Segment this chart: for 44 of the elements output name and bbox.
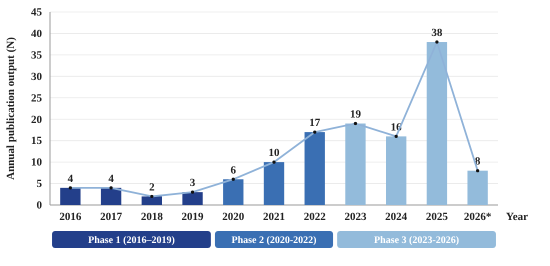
data-label: 19 (350, 108, 362, 121)
text: Phase 1 (2016–2019) (88, 235, 175, 246)
x-tick-label: 2026* (464, 210, 492, 223)
y-tick-label: 25 (31, 92, 42, 104)
bar (304, 132, 325, 205)
data-label: 3 (190, 177, 196, 190)
bar (223, 179, 244, 205)
data-label: 6 (230, 164, 237, 176)
bar (142, 196, 162, 205)
text: Phase 3 (2023-2026) (374, 235, 460, 246)
x-tick-label: 2022 (304, 210, 326, 223)
data-label: 38 (431, 27, 443, 40)
y-axis-title: Annual publication output (N) (5, 36, 17, 180)
x-tick-label: 2024 (385, 210, 408, 223)
y-tick-label: 20 (31, 114, 42, 126)
bar (100, 188, 122, 205)
x-tick-label: 2017 (100, 210, 123, 223)
x-tick-label: 2019 (182, 210, 204, 223)
data-label: 17 (309, 117, 321, 130)
bar (182, 192, 203, 205)
x-tick-label: 2025 (426, 210, 448, 223)
x-axis-title: Year (506, 211, 528, 223)
bar (264, 162, 284, 205)
x-tick-label: 2023 (344, 210, 367, 223)
y-tick-label: 40 (31, 28, 42, 40)
x-tick-label: 2016 (59, 210, 82, 223)
y-tick-label: 45 (31, 6, 42, 19)
y-tick-label: 30 (31, 70, 42, 83)
data-label: 4 (108, 172, 114, 185)
data-label: 8 (474, 156, 481, 168)
x-tick-label: 2021 (263, 210, 285, 223)
y-tick-label: 10 (31, 156, 42, 169)
x-tick-label: 2020 (222, 210, 245, 223)
data-label: 10 (268, 147, 280, 160)
y-tick-label: 15 (31, 135, 42, 148)
bar (60, 188, 81, 205)
bar (467, 170, 488, 205)
x-tick-label: 2018 (140, 210, 164, 223)
y-tick-label: 0 (36, 200, 42, 212)
y-tick-label: 5 (36, 178, 42, 190)
data-label: 4 (68, 172, 74, 185)
data-label: 2 (149, 181, 156, 194)
y-tick-label: 35 (31, 49, 42, 62)
text: Phase 2 (2020-2022) (232, 235, 316, 246)
